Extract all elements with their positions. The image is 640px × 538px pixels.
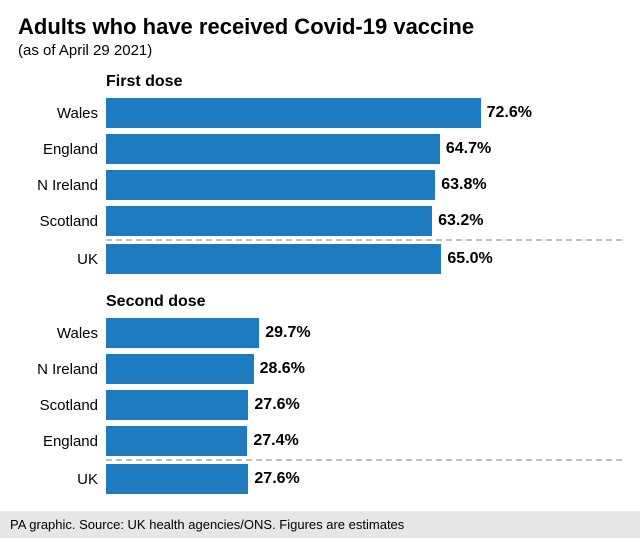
bar-row: England 27.4% xyxy=(18,423,622,459)
bar-area: 72.6% xyxy=(106,95,622,131)
bar xyxy=(106,354,254,384)
bar xyxy=(106,318,259,348)
bar-area: 63.8% xyxy=(106,167,622,203)
value-label: 65.0% xyxy=(441,250,492,268)
bar-row: N Ireland 63.8% xyxy=(18,167,622,203)
row-label: N Ireland xyxy=(18,177,106,194)
bar-area: 27.4% xyxy=(106,423,622,459)
bar xyxy=(106,390,248,420)
value-label: 63.8% xyxy=(435,176,486,194)
bar-area: 28.6% xyxy=(106,351,622,387)
section-second-dose: Second dose Wales 29.7% N Ireland 28.6% … xyxy=(18,293,622,497)
bar xyxy=(106,98,481,128)
row-label: Wales xyxy=(18,325,106,342)
bar xyxy=(106,134,440,164)
row-label: N Ireland xyxy=(18,361,106,378)
value-label: 27.4% xyxy=(247,432,298,450)
bar-row: Wales 72.6% xyxy=(18,95,622,131)
bar-row: Scotland 63.2% xyxy=(18,203,622,239)
bar xyxy=(106,426,247,456)
section-first-dose: First dose Wales 72.6% England 64.7% N I… xyxy=(18,73,622,277)
value-label: 28.6% xyxy=(254,360,305,378)
chart-footer: PA graphic. Source: UK health agencies/O… xyxy=(0,511,640,538)
bar-row-summary: UK 65.0% xyxy=(18,241,622,277)
row-label: Scotland xyxy=(18,397,106,414)
value-label: 72.6% xyxy=(481,104,532,122)
chart-subtitle: (as of April 29 2021) xyxy=(18,42,622,59)
bar xyxy=(106,206,432,236)
row-label: Scotland xyxy=(18,213,106,230)
bar-row: N Ireland 28.6% xyxy=(18,351,622,387)
bar-area: 27.6% xyxy=(106,387,622,423)
section-title: First dose xyxy=(106,73,622,91)
value-label: 64.7% xyxy=(440,140,491,158)
bar xyxy=(106,464,248,494)
bar xyxy=(106,170,435,200)
row-label: UK xyxy=(18,251,106,268)
section-title: Second dose xyxy=(106,293,622,311)
bar-area: 65.0% xyxy=(106,241,622,277)
row-label: England xyxy=(18,141,106,158)
bar-area: 29.7% xyxy=(106,315,622,351)
bar-area: 64.7% xyxy=(106,131,622,167)
chart-title: Adults who have received Covid-19 vaccin… xyxy=(18,14,622,40)
bar-area: 27.6% xyxy=(106,461,622,497)
bar-row: Wales 29.7% xyxy=(18,315,622,351)
row-label: UK xyxy=(18,471,106,488)
value-label: 27.6% xyxy=(248,470,299,488)
value-label: 29.7% xyxy=(259,324,310,342)
bar-row: England 64.7% xyxy=(18,131,622,167)
row-label: England xyxy=(18,433,106,450)
row-label: Wales xyxy=(18,105,106,122)
bar-area: 63.2% xyxy=(106,203,622,239)
bar-row: Scotland 27.6% xyxy=(18,387,622,423)
bar xyxy=(106,244,441,274)
bar-row-summary: UK 27.6% xyxy=(18,461,622,497)
value-label: 27.6% xyxy=(248,396,299,414)
value-label: 63.2% xyxy=(432,212,483,230)
